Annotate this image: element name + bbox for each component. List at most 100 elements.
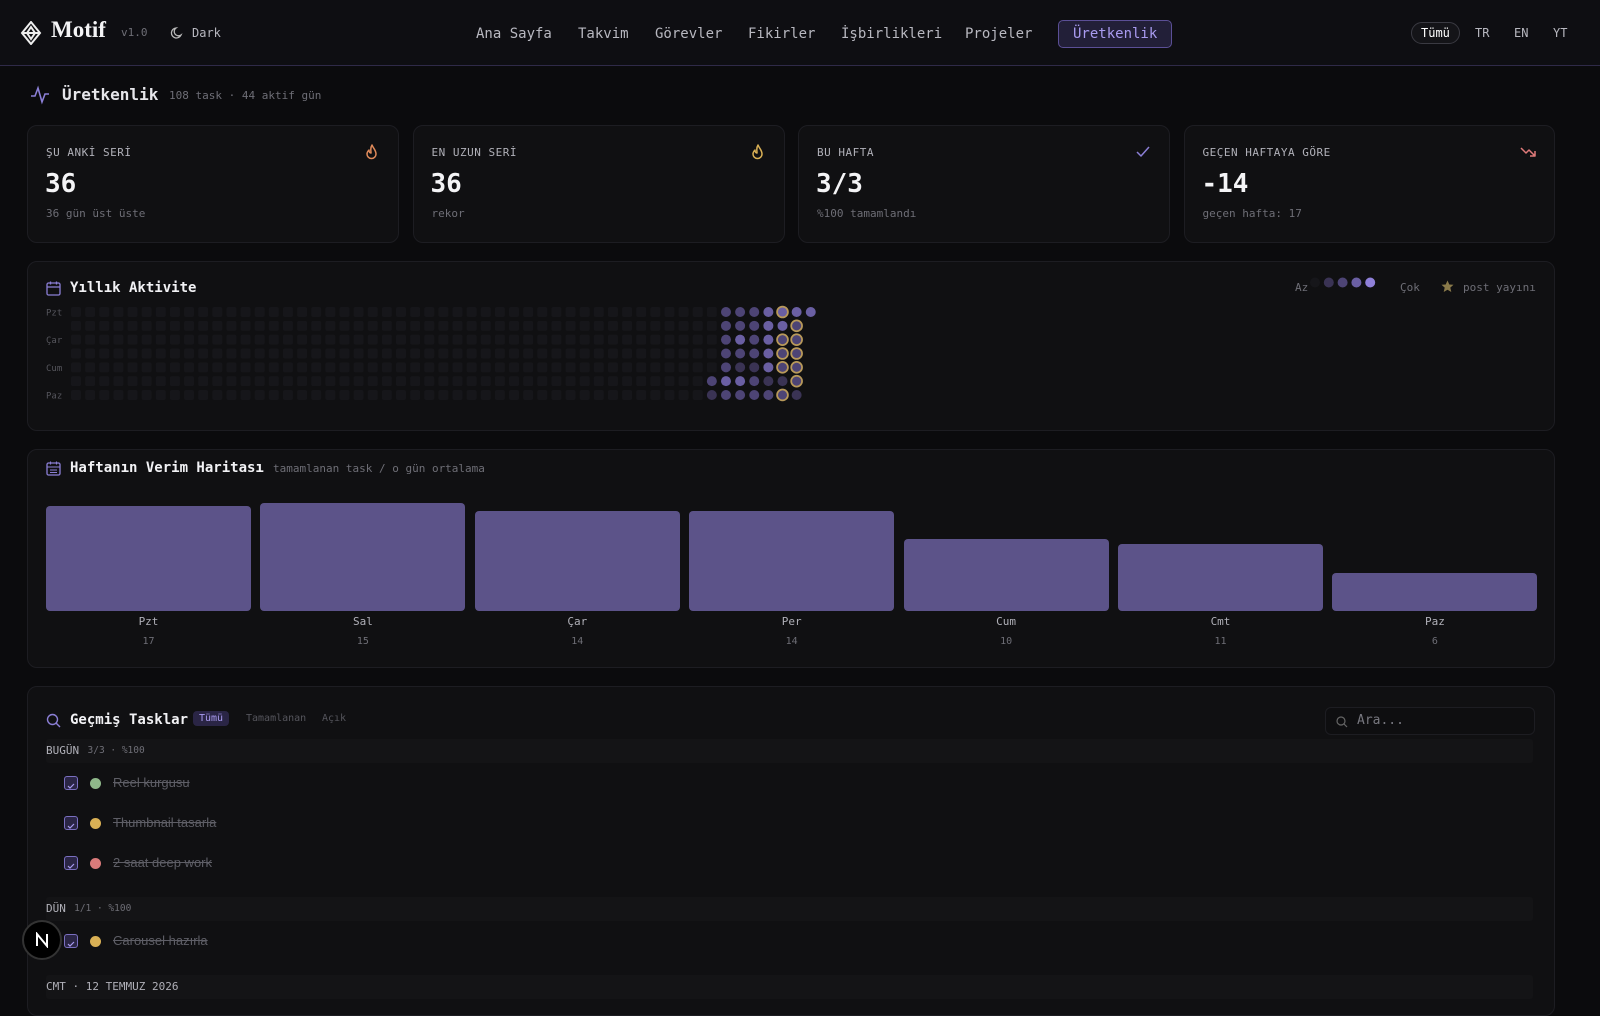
activity-cell [749, 334, 760, 345]
task-checkbox[interactable] [64, 856, 78, 870]
activity-cell [99, 389, 110, 400]
stat-icon-path [1519, 147, 1536, 157]
activity-cell [636, 307, 647, 317]
activity-cell [155, 320, 166, 331]
activity-cell [254, 389, 265, 400]
activity-cell [579, 348, 590, 359]
activity-cell [790, 333, 803, 346]
nav-link[interactable]: Projeler [965, 26, 1033, 42]
activity-cell [339, 389, 350, 400]
activity-cell [650, 389, 661, 400]
post-marker [790, 333, 803, 346]
activity-cell [367, 376, 378, 387]
theme-toggle[interactable]: Dark [192, 26, 221, 40]
activity-cell [85, 376, 96, 387]
weekly-bar [474, 510, 680, 611]
activity-cell [650, 334, 661, 345]
activity-cell [692, 334, 703, 345]
language-filter[interactable]: YT [1553, 26, 1568, 40]
stat-card: ŞU ANKİ SERİ 36 36 gün üst üste [27, 125, 399, 243]
activity-cell [692, 348, 703, 359]
activity-cell [706, 376, 717, 387]
language-filter[interactable]: Tümü [1411, 22, 1460, 44]
activity-cell [113, 307, 124, 317]
activity-cell [607, 320, 618, 331]
activity-cell [622, 376, 633, 387]
task-filter[interactable]: Tamamlanan [246, 713, 307, 724]
activity-cell [339, 320, 350, 331]
task-checkbox[interactable] [64, 934, 78, 948]
activity-cell [367, 334, 378, 345]
activity-cell [466, 334, 477, 345]
activity-cell [776, 333, 789, 346]
activity-cell [622, 320, 633, 331]
activity-cell [381, 320, 392, 331]
activity-cell [551, 389, 562, 400]
weekly-count: 11 [1214, 636, 1227, 647]
task-checkbox[interactable] [64, 776, 78, 790]
nav-link[interactable]: Ana Sayfa [476, 26, 552, 42]
search-box[interactable]: Ara... [1325, 707, 1535, 735]
activity-cell [240, 389, 251, 400]
activity-cell [297, 348, 308, 359]
weekly-bar [1332, 573, 1538, 611]
activity-cell [565, 362, 576, 373]
nav-link[interactable]: Fikirler [748, 26, 816, 42]
activity-cell [509, 389, 520, 400]
activity-cell [537, 389, 548, 400]
activity-cell [212, 320, 223, 331]
weekly-day: Cum [996, 615, 1017, 628]
activity-cell [141, 376, 152, 387]
nav-link[interactable]: Görevler [655, 26, 723, 42]
activity-cell [565, 320, 576, 331]
brand[interactable]: Motif [51, 17, 106, 42]
nav-link[interactable]: Takvim [578, 26, 629, 42]
activity-cell [127, 307, 138, 317]
activity-cell [367, 307, 378, 317]
activity-cell [706, 334, 717, 345]
activity-cell [466, 389, 477, 400]
task-text: Carousel hazırla [113, 933, 208, 948]
language-filter[interactable]: TR [1475, 26, 1490, 40]
task-filter[interactable]: Açık [322, 713, 347, 724]
weekly-day: Cmt [1210, 615, 1231, 628]
activity-cell [325, 348, 336, 359]
activity-cell [509, 348, 520, 359]
page-title: Üretkenlik [62, 85, 159, 104]
activity-cell [240, 334, 251, 345]
language-filter[interactable]: EN [1514, 26, 1529, 40]
activity-cell [410, 389, 421, 400]
activity-cell [452, 376, 463, 387]
task-filter[interactable]: Tümü [193, 711, 230, 726]
check-mark [67, 863, 75, 869]
search-icon [46, 713, 61, 728]
activity-cell [565, 389, 576, 400]
activity-cell [353, 348, 364, 359]
activity-cell [579, 389, 590, 400]
activity-cell [692, 376, 703, 387]
nav-link[interactable]: İşbirlikleri [841, 26, 943, 42]
activity-cell [692, 320, 703, 331]
activity-cell [155, 334, 166, 345]
activity-cell [494, 334, 505, 345]
calendar-icon [46, 461, 61, 476]
activity-cell [226, 307, 237, 317]
activity-cell [749, 320, 760, 331]
activity-cell [254, 334, 265, 345]
activity-cell [452, 307, 463, 317]
activity-cell [99, 362, 110, 373]
activity-cell [664, 376, 675, 387]
dev-indicator[interactable] [22, 920, 62, 960]
activity-cell [395, 362, 406, 373]
nav-link[interactable]: Üretkenlik [1058, 20, 1173, 48]
activity-cell [85, 348, 96, 359]
task-checkbox[interactable] [64, 816, 78, 830]
activity-cell [169, 320, 180, 331]
activity-cell [466, 362, 477, 373]
post-marker [790, 319, 803, 333]
legend-swatch [1310, 277, 1320, 288]
activity-cell [579, 376, 590, 387]
activity-cell [636, 334, 647, 345]
activity-cell [367, 320, 378, 331]
activity-cell [339, 348, 350, 359]
